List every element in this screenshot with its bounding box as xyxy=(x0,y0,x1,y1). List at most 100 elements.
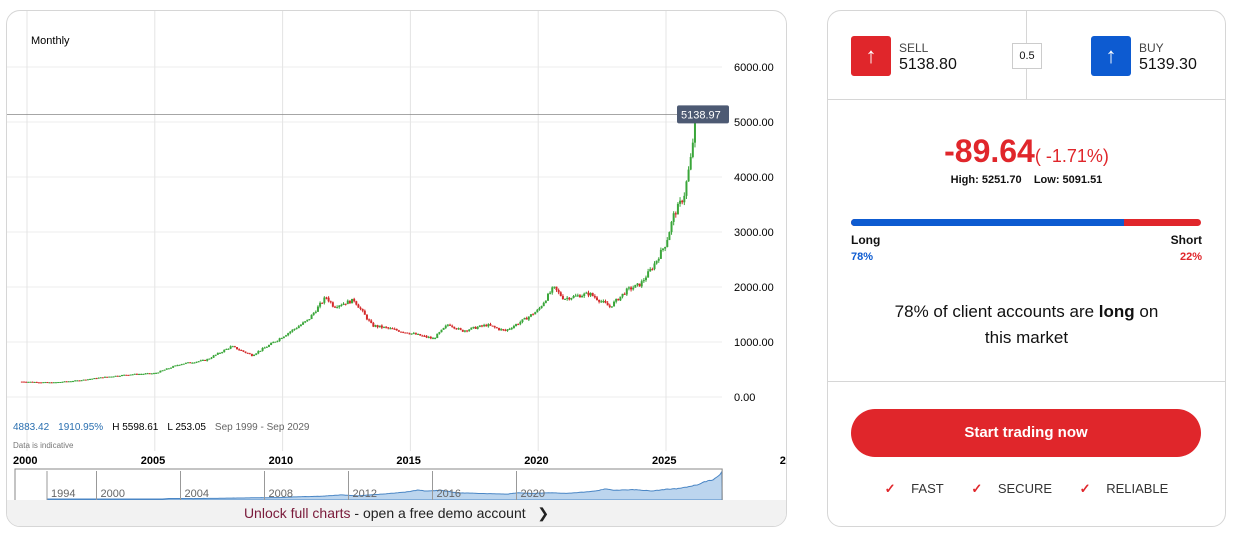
candle xyxy=(37,382,40,384)
x-tick-label: 2005 xyxy=(141,455,165,467)
candle xyxy=(331,302,334,307)
candle xyxy=(319,302,322,307)
candle xyxy=(48,382,51,384)
candle xyxy=(442,327,445,330)
day-low: Low: 5091.51 xyxy=(1033,174,1103,186)
navigator[interactable]: 1994 2000 2004 2008 2012 2016 2020 xyxy=(7,468,786,502)
candle xyxy=(483,324,486,327)
candle xyxy=(644,277,647,281)
candle xyxy=(157,372,160,374)
candle xyxy=(276,340,279,342)
candle xyxy=(519,322,522,325)
day-high: High: 5251.70 xyxy=(950,174,1022,186)
candle xyxy=(69,381,72,383)
candle xyxy=(67,381,70,383)
candle xyxy=(510,328,513,330)
candle xyxy=(436,333,439,339)
candle xyxy=(40,382,43,384)
candle xyxy=(97,377,100,379)
candle xyxy=(557,290,560,293)
arrow-up-icon: ↑ xyxy=(1105,43,1117,68)
candle xyxy=(327,297,330,302)
candle xyxy=(312,312,315,315)
candle xyxy=(604,301,607,303)
candle xyxy=(351,298,354,304)
candle xyxy=(285,335,288,337)
candle xyxy=(359,307,362,310)
candle xyxy=(679,200,682,204)
candle xyxy=(195,361,198,363)
candle xyxy=(389,328,392,330)
chevron-right-icon: ❯ xyxy=(537,505,550,521)
candle xyxy=(91,378,94,380)
candle xyxy=(451,325,454,327)
candle xyxy=(346,300,349,305)
candle xyxy=(453,326,456,329)
current-price-label: 5138.97 xyxy=(681,109,721,121)
buy-button[interactable]: ↑ xyxy=(1091,36,1131,76)
candle xyxy=(120,375,123,377)
candle xyxy=(146,373,149,375)
candle xyxy=(278,338,281,341)
candle xyxy=(129,374,132,376)
candle xyxy=(138,374,141,376)
candle xyxy=(338,305,341,308)
candle xyxy=(621,293,624,297)
navigator-tick-label: 2008 xyxy=(269,488,293,500)
candle xyxy=(653,263,656,270)
candle xyxy=(93,378,96,380)
x-tick-label: 2000 xyxy=(13,455,37,467)
unlock-charts-link[interactable]: Unlock full charts - open a free demo ac… xyxy=(7,500,786,526)
candle xyxy=(44,382,47,384)
candle xyxy=(549,292,552,294)
candle xyxy=(397,330,400,332)
candle xyxy=(165,368,168,370)
candle xyxy=(593,295,596,298)
candle xyxy=(189,362,192,364)
candle xyxy=(293,328,296,330)
candle xyxy=(267,344,270,347)
candle xyxy=(255,353,258,355)
candle xyxy=(155,372,158,374)
start-trading-button[interactable]: Start trading now xyxy=(851,409,1201,457)
candle xyxy=(412,333,415,335)
candle xyxy=(321,302,324,304)
candle xyxy=(683,195,686,203)
long-pct: 78% xyxy=(851,251,874,263)
candle xyxy=(623,293,626,295)
candle xyxy=(615,298,618,302)
features: ✓ FAST ✓ SECURE ✓ RELIABLE xyxy=(884,481,1169,496)
data-note: Data is indicative xyxy=(13,441,74,450)
sell-button[interactable]: ↑ xyxy=(851,36,891,76)
candle xyxy=(206,359,209,361)
candle xyxy=(685,181,688,196)
candle xyxy=(583,293,586,296)
candle xyxy=(487,324,490,327)
candle xyxy=(472,326,475,328)
candle xyxy=(329,301,332,303)
candle xyxy=(421,335,424,337)
candle xyxy=(208,358,211,360)
candle xyxy=(429,336,432,339)
candle xyxy=(216,352,219,355)
candle xyxy=(568,297,571,300)
candle xyxy=(248,353,251,355)
candle xyxy=(689,156,692,170)
stat-range: Sep 1999 - Sep 2029 xyxy=(215,422,310,433)
candle xyxy=(23,381,26,383)
price-chart[interactable]: Monthly 0.00 1000.00 2000.00 3000.00 4000.00… xyxy=(7,11,786,502)
candle xyxy=(493,326,496,328)
candle xyxy=(553,286,556,288)
candle xyxy=(227,348,230,350)
candle xyxy=(423,335,426,337)
candle xyxy=(54,382,57,384)
candle xyxy=(459,328,462,330)
candle xyxy=(638,283,641,287)
candle xyxy=(657,258,660,261)
arrow-up-icon: ↑ xyxy=(865,43,877,68)
candle xyxy=(574,295,577,297)
candle xyxy=(587,292,590,296)
candle xyxy=(502,329,505,331)
stat-low: L 253.05 xyxy=(167,422,206,433)
y-tick-label: 1000.00 xyxy=(734,337,774,349)
